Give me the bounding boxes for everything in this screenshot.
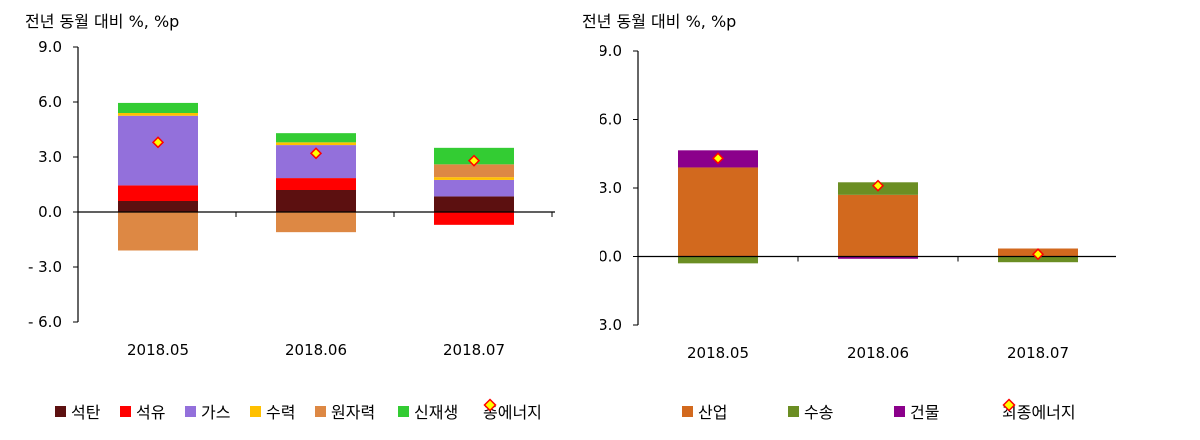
legend-label: 석유: [136, 403, 166, 422]
right-y-tick-label: 9.0: [600, 42, 622, 60]
legend-item-ec8ba0ec9eacec839d: 신재생: [398, 398, 458, 424]
right-chart-panel: 전년 동월 대비 %, %p 9.0 6.0 3.0 0.0 - 3.0 2018.05 2…: [582, 0, 1200, 440]
left-y-tick-label: 9.0: [38, 38, 62, 56]
left-bar-2018-06-ec849ded8384: [276, 190, 356, 212]
legend-label: 수력: [266, 403, 296, 422]
left-y-tick-label: - 3.0: [28, 258, 62, 276]
legend-swatch: [185, 405, 196, 417]
left-bar-2018-05-ec849ded8384: [118, 201, 198, 212]
legend-swatch: [250, 405, 261, 417]
legend-swatch: [120, 405, 131, 417]
legend-swatch: [315, 405, 326, 417]
left-y-tick-label: 6.0: [38, 93, 62, 111]
left-bar-2018-07-ec849ded8384: [434, 196, 514, 212]
left-bar-2018-07-ec8898eba0a5: [434, 177, 514, 180]
right-bar-2018-06-ec82b0ec9785: [838, 194, 918, 257]
left-bar-2018-06-ec849dec9ca0: [276, 178, 356, 190]
legend-label: 수송: [804, 403, 834, 422]
legend-label: 원자력: [331, 403, 376, 422]
left-total-marker-2018-05: [151, 136, 165, 149]
legend-label: 최종에너지: [1002, 403, 1076, 422]
left-bar-2018-07-eab080ec8aa4: [434, 179, 514, 197]
left-chart-panel: 전년 동월 대비 %, %p 9.0 6.0 3.0 0.0 - 3.0 - 6.0 201…: [0, 12, 600, 424]
left-bar-2018-06-ec8898eba0a5: [276, 142, 356, 146]
right-legend: 산업 수송 건물 최종에너지: [600, 398, 1200, 424]
legend-item-ec9b90ec9e90eba0a5: 원자력: [315, 398, 375, 424]
left-bar-2018-05-ec8ba0ec9eacec839d: [118, 102, 198, 113]
left-bar-2018-05-ec849dec9ca0: [118, 185, 198, 201]
legend-item-ec849ded8384: 석탄: [55, 398, 100, 424]
legend-item-ec8898ec86a1: 수송: [788, 398, 833, 424]
legend-label: 산업: [698, 403, 728, 422]
legend-swatch: [682, 405, 693, 417]
legend-item-ecb59ceca285ec9790eb8488eca780: 최종에너지: [1002, 398, 1076, 424]
legend-item-eab080ec8aa4: 가스: [185, 398, 230, 424]
left-legend: 석탄 석유 가스 수력 원자력 신재생 총에너지: [0, 398, 600, 424]
legend-item-eab1b4ebacbc: 건물: [894, 398, 939, 424]
legend-label: 건물: [910, 403, 940, 422]
left-y-tick-label: 0.0: [38, 203, 62, 221]
legend-label: 가스: [201, 403, 231, 422]
legend-swatch: [55, 405, 66, 417]
left-bar-2018-07-ec9b90ec9e90eba0a5: [434, 164, 514, 178]
left-y-tick-label: - 6.0: [28, 313, 62, 331]
legend-item-ec849dec9ca0: 석유: [120, 398, 165, 424]
legend-item-ecb49dec9790eb8488eca780: 총에너지: [483, 398, 542, 424]
right-unit-label: 전년 동월 대비 %, %p: [582, 12, 737, 31]
right-y-tick-label: - 3.0: [600, 316, 622, 334]
right-bar-2018-05-ec82b0ec9785: [678, 167, 758, 257]
left-unit-label: 전년 동월 대비 %, %p: [25, 12, 180, 31]
right-category-label: 2018.05: [687, 344, 749, 362]
left-bar-2018-07-ec849dec9ca0: [434, 212, 514, 225]
left-bar-2018-06-ec9b90ec9e90eba0a5: [276, 212, 356, 233]
left-bar-2018-05-ec8898eba0a5: [118, 113, 198, 116]
left-bar-2018-05-ec9b90ec9e90eba0a5: [118, 212, 198, 251]
right-y-tick-label: 0.0: [600, 248, 622, 266]
left-category-label: 2018.06: [285, 341, 347, 359]
left-bar-2018-06-ec8ba0ec9eacec839d: [276, 133, 356, 143]
left-y-tick-label: 3.0: [38, 148, 62, 166]
right-category-label: 2018.07: [1007, 344, 1069, 362]
right-total-marker-2018-06: [871, 179, 885, 192]
right-category-label: 2018.06: [847, 344, 909, 362]
legend-label: 총에너지: [483, 403, 542, 422]
right-bar-2018-06-eab1b4ebacbc: [838, 256, 918, 259]
legend-item-ec82b0ec9785: 산업: [682, 398, 727, 424]
right-bar-2018-05-ec8898ec86a1: [678, 256, 758, 264]
left-chart: 9.0 6.0 3.0 0.0 - 3.0 - 6.0 2018.05 2018.06 2018…: [28, 38, 555, 359]
left-category-label: 2018.05: [127, 341, 189, 359]
legend-diamond-icon: [483, 398, 497, 412]
legend-swatch: [894, 405, 905, 417]
left-bar-2018-05-eab080ec8aa4: [118, 115, 198, 186]
legend-item-ec8898eba0a5: 수력: [250, 398, 295, 424]
left-total-marker-2018-07: [467, 154, 481, 167]
legend-swatch: [788, 405, 799, 417]
legend-diamond-icon: [1002, 398, 1016, 412]
right-total-marker-2018-05: [711, 152, 725, 165]
right-total-marker-2018-07: [1031, 248, 1045, 261]
left-total-marker-2018-06: [309, 147, 323, 160]
right-y-tick-label: 6.0: [600, 111, 622, 129]
right-y-tick-label: 3.0: [600, 179, 622, 197]
legend-label: 신재생: [414, 403, 459, 422]
legend-swatch: [398, 405, 409, 417]
legend-label: 석탄: [71, 403, 101, 422]
right-chart: 9.0 6.0 3.0 0.0 - 3.0 2018.05 2018.06 2018.07: [600, 42, 1116, 362]
left-category-label: 2018.07: [443, 341, 505, 359]
